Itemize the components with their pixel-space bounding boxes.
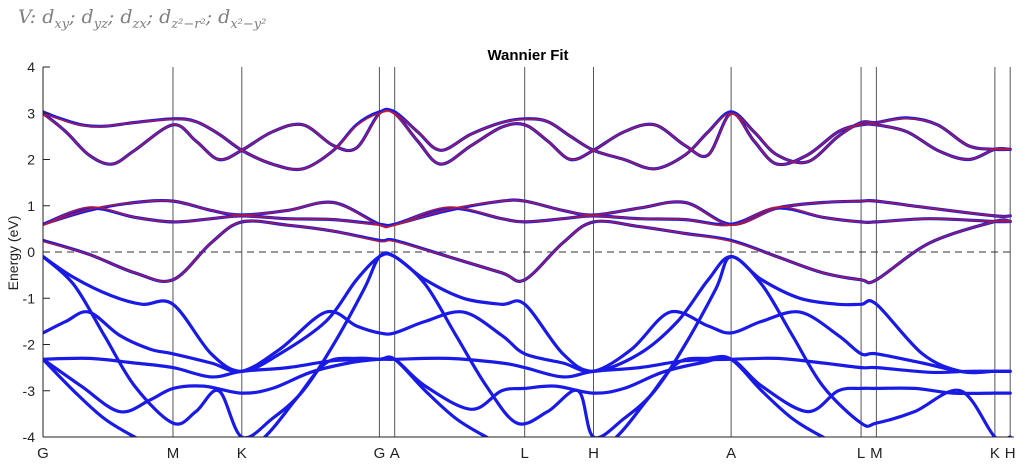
kpoint-label-0: G <box>37 445 49 462</box>
dft-band-6 <box>43 309 1012 374</box>
dft-band-7 <box>43 356 1012 379</box>
y-axis-label: Energy (eV) <box>5 216 21 291</box>
kpoint-label-4: A <box>390 445 400 462</box>
kpoint-label-6: H <box>588 445 599 462</box>
dft-band-9 <box>43 251 1012 437</box>
kpoint-label-10: K <box>990 445 1000 462</box>
kpoint-label-11: H <box>1005 445 1016 462</box>
y-tick-label-4: 0 <box>27 244 35 260</box>
wannier-band-12 <box>43 109 1011 166</box>
orbital-0: dxy; <box>36 6 76 32</box>
wannier-band-14 <box>43 206 1011 228</box>
wannier-band-13 <box>43 199 1011 229</box>
y-tick-label-6: 2 <box>27 152 35 168</box>
orbital-1: dyz; <box>75 6 115 32</box>
wannier-band-15 <box>43 219 1011 284</box>
chart-title: Wannier Fit <box>487 47 568 64</box>
kpoint-label-5: L <box>521 445 529 462</box>
kpoint-label-3: G <box>374 445 386 462</box>
kpoint-label-2: K <box>237 445 247 462</box>
y-tick-label-0: -4 <box>23 429 36 445</box>
kpoint-label-1: M <box>167 445 180 462</box>
y-tick-label-5: 1 <box>27 198 35 214</box>
kpoint-label-9: M <box>870 445 883 462</box>
dft-band-8 <box>43 355 1012 414</box>
formula-prefix: V: <box>18 6 37 28</box>
y-tick-label-8: 4 <box>27 59 35 75</box>
y-tick-label-3: -1 <box>23 290 36 306</box>
orbital-3: dz²−r²; <box>153 6 213 32</box>
y-tick-label-2: -2 <box>23 337 36 353</box>
orbital-2: dzx; <box>114 6 154 32</box>
kpoint-label-8: L <box>857 445 865 462</box>
dft-band-5 <box>43 252 1012 375</box>
orbital-4: dx²−y² <box>212 6 267 32</box>
dft-band-4 <box>43 218 1012 285</box>
kpoint-label-7: A <box>726 445 736 462</box>
y-tick-label-1: -3 <box>23 383 36 399</box>
y-tick-label-7: 3 <box>27 105 35 121</box>
orbital-formula: V: dxy; dyz; dzx; dz²−r²; dx²−y² <box>18 6 266 32</box>
